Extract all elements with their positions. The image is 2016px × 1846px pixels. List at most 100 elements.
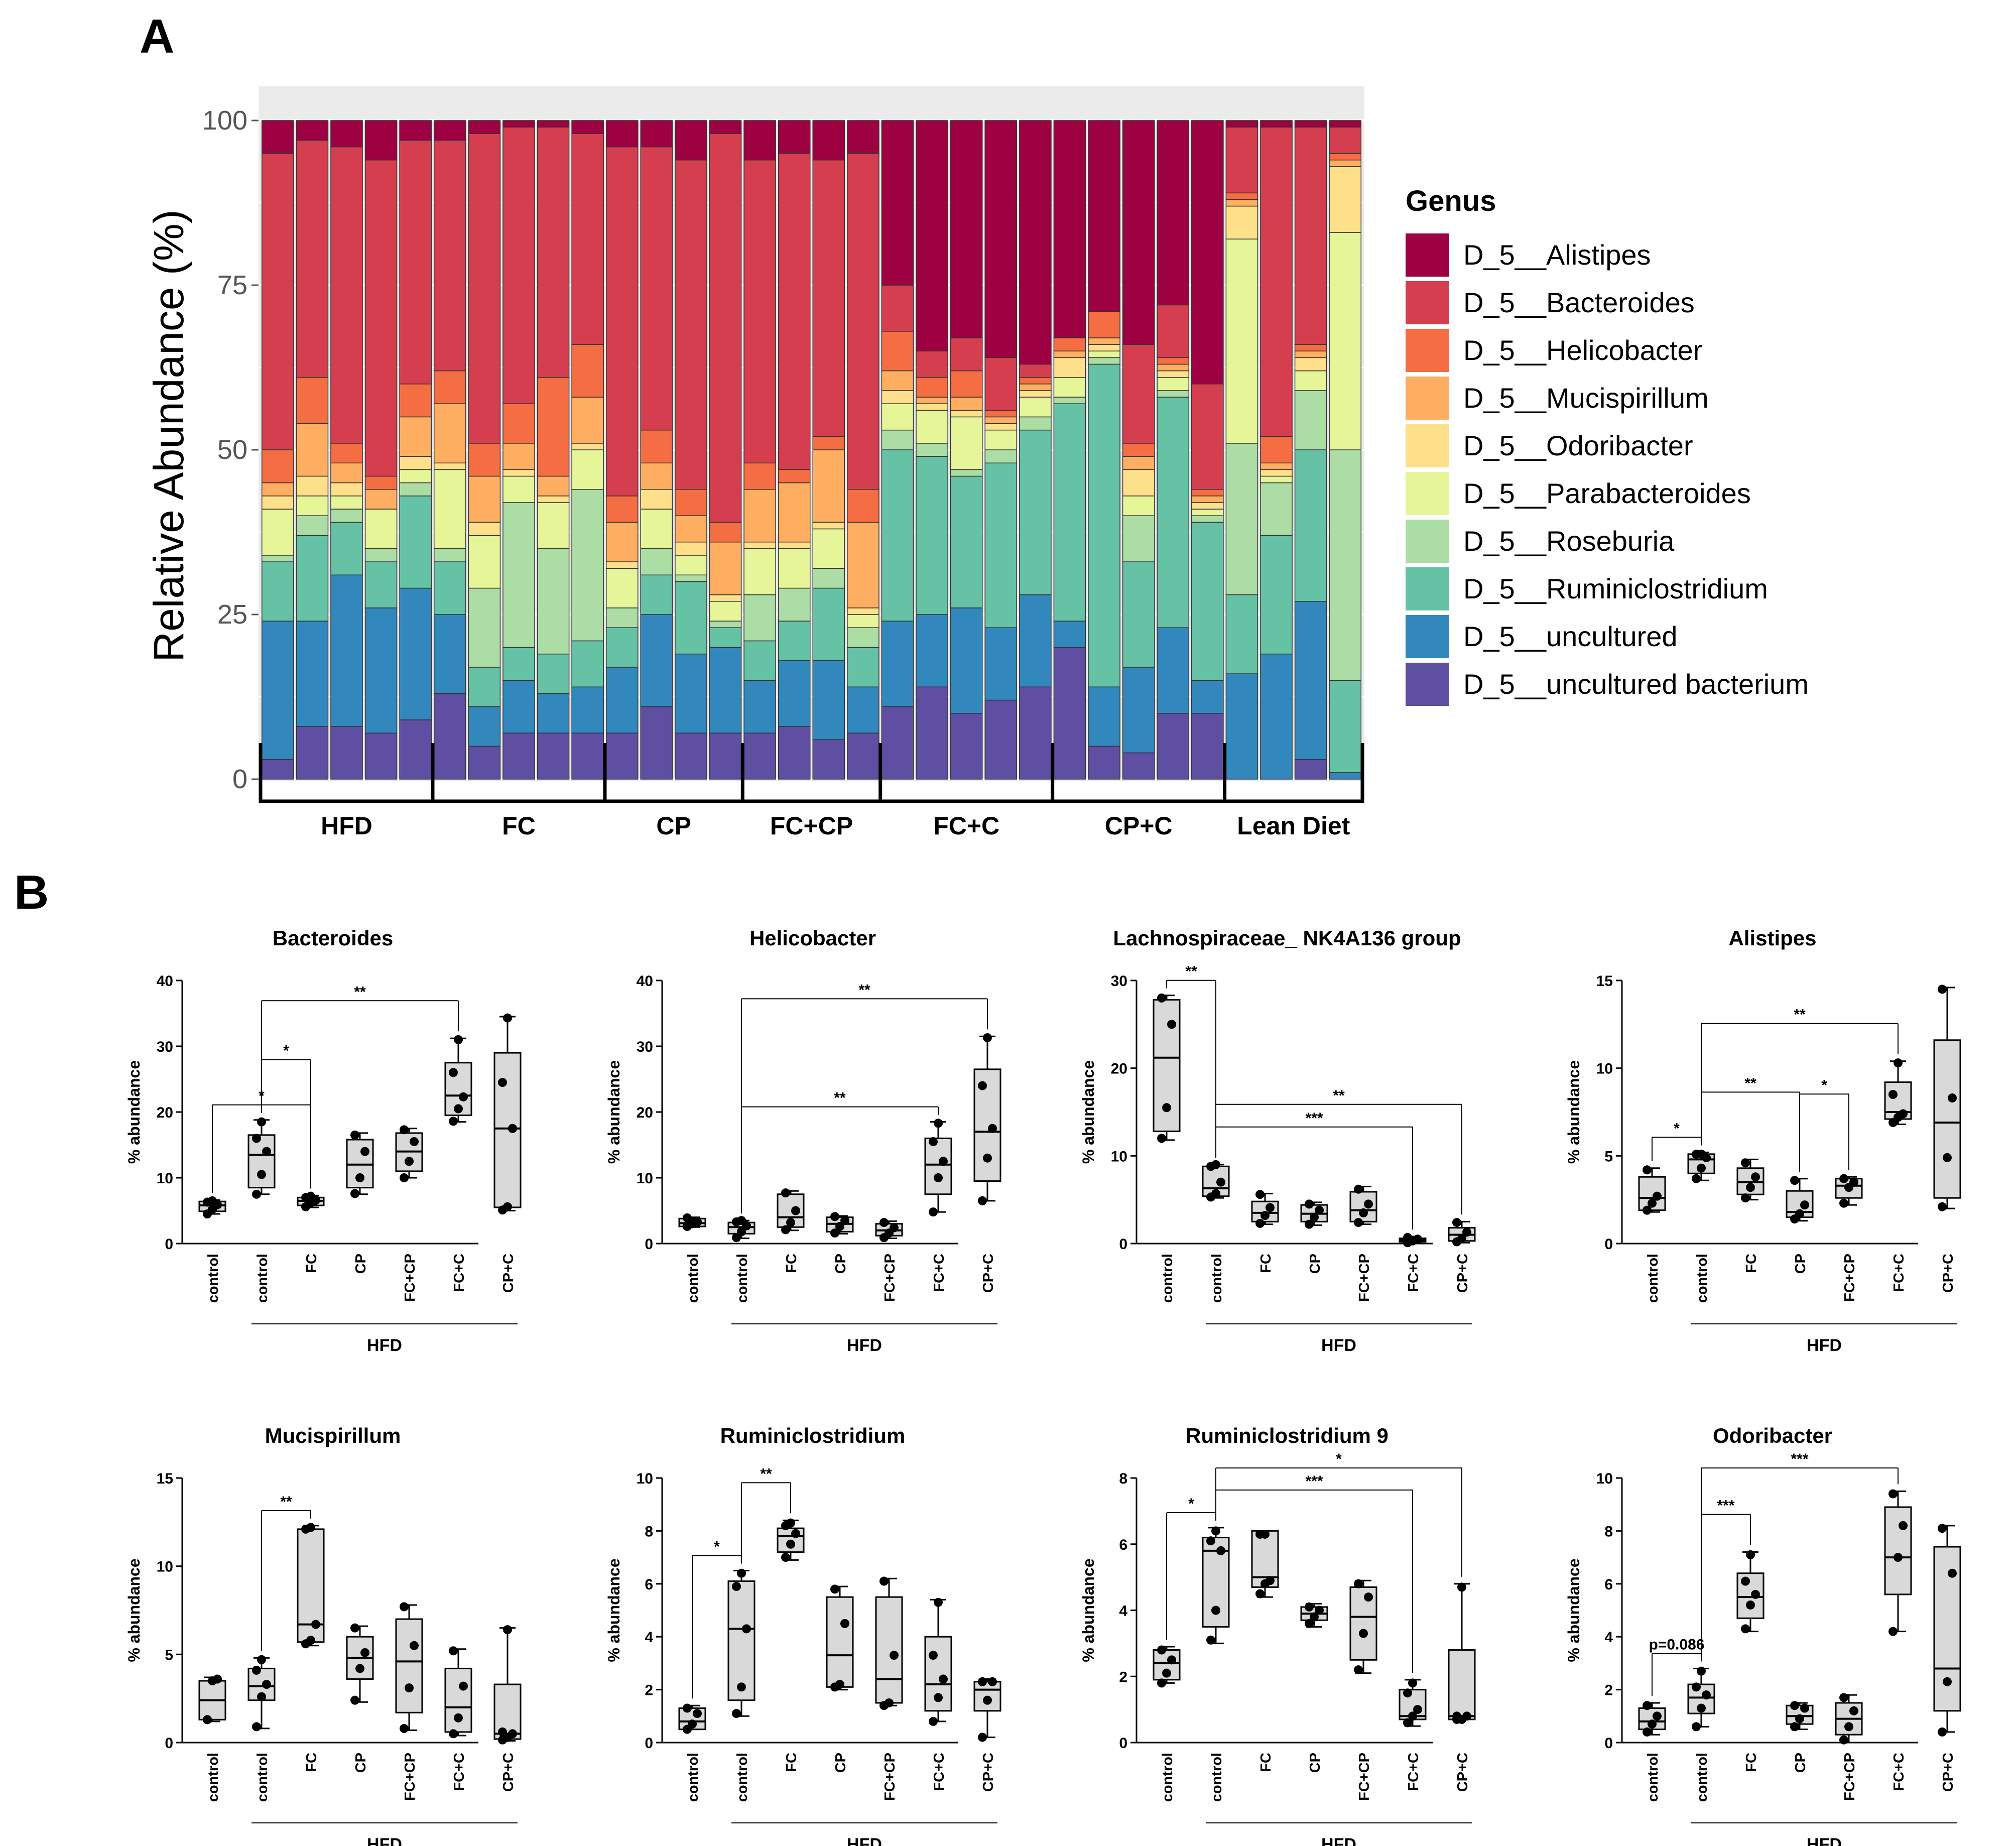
bar-segment-D_5__Mucispirillum [675,515,707,543]
data-point [1746,1550,1755,1559]
y-tick-label: 10 [637,1470,653,1487]
bar-segment-D_5__Parabacteroides [640,509,673,549]
bar-segment-D_5__Mucispirillum [605,522,639,562]
data-point [1462,1711,1471,1721]
bar-segment-D_5__uncultured bacterium [778,726,811,780]
data-point [262,1680,271,1689]
bar-segment-D_5__Alistipes [950,120,983,338]
box [1884,1506,1912,1595]
data-point [252,1134,261,1143]
significance-label: ** [1794,1007,1806,1023]
data-point [781,1225,790,1235]
x-tick-label: control [1160,1254,1176,1303]
hfd-label: HFD [1807,1336,1842,1355]
bar-segment-D_5__Bacteroides [1260,127,1293,437]
bar-segment-D_5__uncultured bacterium [330,726,363,780]
bar-segment-D_5__Parabacteroides [675,555,707,576]
box [444,1667,472,1733]
y-tick-label: 20 [637,1104,653,1121]
data-point [1354,1184,1363,1194]
data-point [1800,1703,1809,1713]
legend-swatch [1406,329,1449,372]
data-point [454,1104,463,1114]
data-point [1899,1109,1908,1119]
bar-segment-D_5__Parabacteroides [916,410,948,444]
bar-segment-D_5__Ruminiclostridium [261,561,294,622]
bar-segment-D_5__Helicobacter [984,410,1018,418]
data-point [1266,1203,1275,1212]
bar-segment-D_5__Odoribacter [1225,205,1258,239]
box-plot-ruminiclostridium-9: Ruminiclostridium 9 0 2 4 6 8 % abundance contr… [1079,1424,1476,1846]
bar-segment-D_5__Mucispirillum [1088,337,1120,345]
data-point [459,1681,468,1691]
data-point [693,1709,702,1718]
box-plot-odoribacter: Odoribacter 0 2 4 6 8 10 % abundance control cont… [1565,1424,1961,1846]
bar-segment-D_5__uncultured bacterium [468,746,501,780]
bar-segment-D_5__Mucispirillum [950,397,983,411]
bar-segment-D_5__Ruminiclostridium [743,640,776,681]
bar-segment-D_5__Odoribacter [984,423,1018,431]
data-point [1692,1174,1701,1183]
data-point [1354,1579,1363,1588]
legend-entry: D_5__Ruminiclostridium [1463,573,1768,604]
bar-segment-D_5__Ruminiclostridium [537,653,570,694]
data-point [449,1729,458,1739]
bar-segment-D_5__Parabacteroides [812,528,845,569]
bar-segment-D_5__Mucispirillum [743,488,776,543]
bar-segment-D_5__Bacteroides [881,285,914,332]
bar-segment-D_5__Roseburia [812,568,845,589]
data-point [1261,1211,1270,1220]
x-tick-label: FC+CP [402,1753,418,1801]
box [727,1580,755,1701]
data-point [1206,1536,1215,1546]
bar-segment-D_5__Alistipes [605,120,639,148]
x-tick-label: CP+C [1455,1254,1471,1293]
bar-segment-D_5__Ruminiclostridium [812,587,845,661]
data-point [1648,1198,1657,1208]
data-point [1310,1212,1319,1222]
bar-segment-D_5__Roseburia [537,548,570,655]
bar-segment-D_5__Bacteroides [1019,363,1052,378]
data-point [252,1189,261,1199]
data-point [983,1153,992,1163]
bar-segment-D_5__Alistipes [296,120,329,141]
y-tick-label: 40 [637,973,653,990]
bar-segment-D_5__uncultured bacterium [605,732,639,780]
bar-segment-D_5__Ruminiclostridium [468,667,501,707]
data-point [1790,1176,1799,1185]
bar-segment-D_5__Odoribacter [1294,357,1327,372]
x-tick-label: control [1160,1753,1176,1802]
bar-segment-D_5__Parabacteroides [1225,238,1258,444]
box-plot-ruminiclostridium: Ruminiclostridium 0 2 4 6 8 10 % abundance contr… [605,1424,1001,1846]
y-tick-label: 2 [1604,1682,1613,1699]
data-point [262,1147,271,1156]
bar-segment-D_5__Mucispirillum [812,449,845,523]
data-point [1255,1190,1265,1199]
data-point [1938,1727,1947,1737]
bar-segment-D_5__Mucispirillum [502,443,535,470]
data-point [1741,1193,1750,1203]
bar-segment-D_5__Ruminiclostridium [1157,397,1190,628]
bar-segment-D_5__Mucispirillum [709,541,742,595]
bar-segment-D_5__Mucispirillum [261,482,294,497]
box [395,1618,423,1713]
bar-segment-D_5__uncultured [812,660,845,741]
y-tick-label: 5 [1604,1148,1613,1165]
bar-segment-D_5__Ruminiclostridium [1088,363,1120,688]
bar-segment-D_5__Parabacteroides [571,449,604,490]
data-point [1751,1172,1760,1182]
data-point [449,1117,458,1126]
bar-segment-D_5__uncultured [984,627,1018,701]
significance-label: * [1336,1451,1342,1467]
significance-label: ** [1333,1087,1345,1104]
bar-segment-D_5__Parabacteroides [502,475,535,503]
legend-entry: D_5__Odoribacter [1463,430,1693,461]
bar-segment-D_5__Odoribacter [605,561,639,569]
bar-segment-D_5__Alistipes [330,120,363,148]
y-tick-label: 0 [1604,1236,1613,1253]
bar-segment-D_5__Ruminiclostridium [1053,403,1086,622]
bar-segment-D_5__Mucispirillum [1157,363,1190,372]
bar-segment-D_5__uncultured bacterium [364,732,398,780]
bar-segment-D_5__Roseburia [1329,449,1362,681]
legend-entry: D_5__uncultured [1463,621,1678,652]
